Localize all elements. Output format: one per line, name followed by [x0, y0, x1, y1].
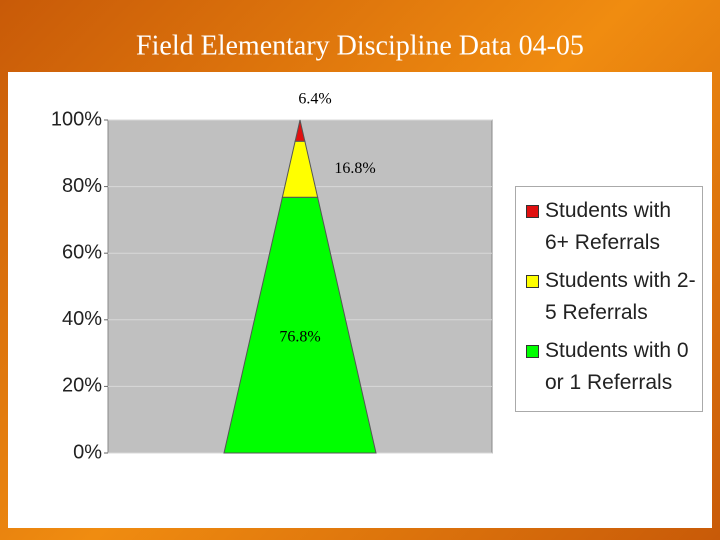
value-label: 6.4% — [298, 91, 331, 108]
chart-title: Field Elementary Discipline Data 04-05 — [136, 30, 584, 61]
y-tick-label: 80% — [62, 175, 102, 197]
legend-swatch — [526, 205, 539, 218]
legend-label: Students with 2-5 Referrals — [545, 269, 696, 324]
legend-item: Students with 2-5 Referrals — [522, 265, 696, 329]
y-tick-label: 60% — [62, 241, 102, 263]
y-tick-label: 100% — [51, 108, 102, 130]
value-label: 76.8% — [279, 329, 320, 346]
legend-label: Students with 6+ Referrals — [545, 199, 672, 254]
legend-swatch — [526, 275, 539, 288]
legend-item: Students with 0 or 1 Referrals — [522, 335, 696, 399]
value-label: 16.8% — [334, 160, 375, 177]
pyramid-segment — [294, 119, 306, 142]
legend-item: Students with 6+ Referrals — [522, 195, 696, 259]
legend-swatch — [526, 345, 539, 358]
y-tick-label: 0% — [73, 441, 102, 463]
y-tick-label: 20% — [62, 375, 102, 397]
legend-label: Students with 0 or 1 Referrals — [545, 339, 689, 394]
legend: Students with 6+ Referrals Students with … — [515, 186, 703, 412]
y-tick-label: 40% — [62, 308, 102, 330]
